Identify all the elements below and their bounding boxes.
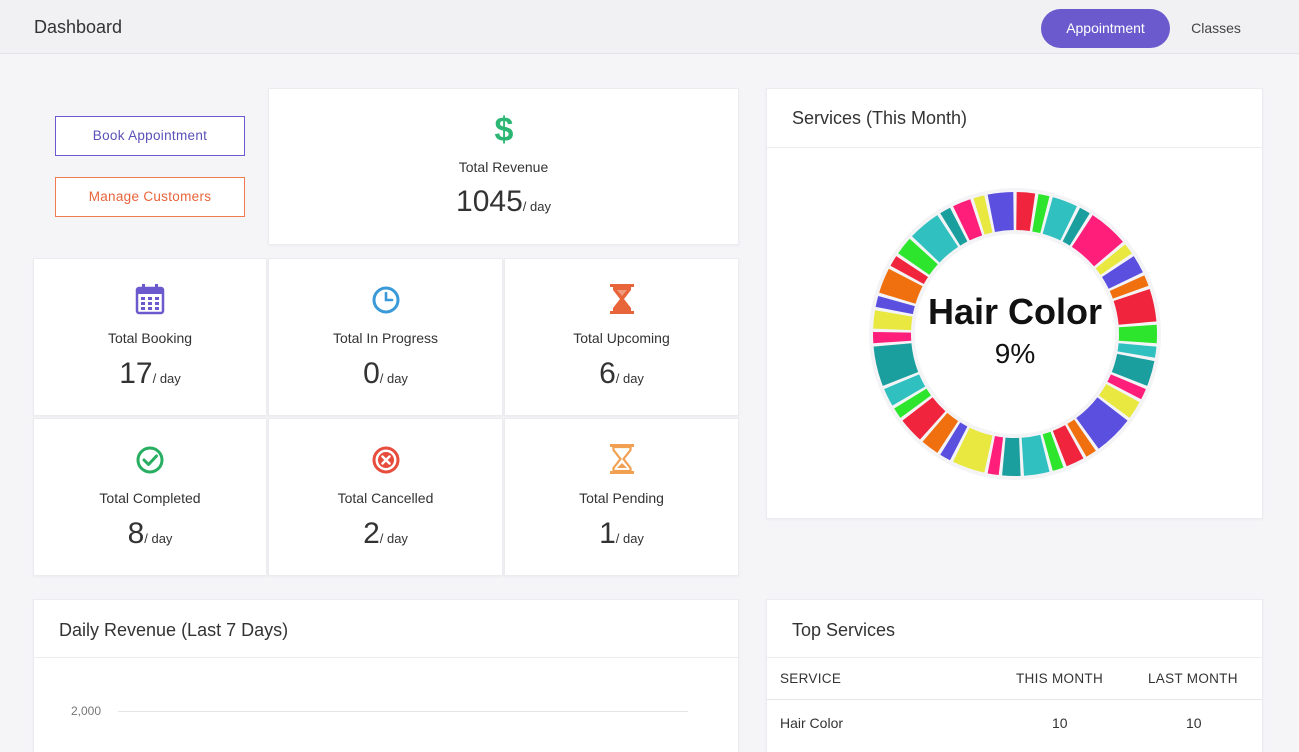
donut-segment[interactable] <box>1113 288 1157 325</box>
hourglass-icon <box>606 283 638 315</box>
total-cancelled-card: Total Cancelled 2/ day <box>268 418 503 576</box>
donut-segment[interactable] <box>1095 244 1132 275</box>
column-header-service[interactable]: SERVICE <box>780 671 842 686</box>
donut-segment[interactable] <box>1071 215 1123 267</box>
donut-segment[interactable] <box>1111 353 1155 386</box>
donut-segment[interactable] <box>1042 431 1064 471</box>
donut-segment[interactable] <box>902 397 946 440</box>
donut-segment[interactable] <box>1042 197 1077 241</box>
stat-value: 0/ day <box>363 357 408 390</box>
tab-classes[interactable]: Classes <box>1191 20 1241 36</box>
stat-label: Total Cancelled <box>337 490 434 506</box>
donut-segment[interactable] <box>879 268 923 304</box>
clock-icon <box>370 284 402 316</box>
top-bar: Dashboard Appointment Classes <box>0 0 1299 54</box>
top-services-card: Top Services SERVICE THIS MONTH LAST MON… <box>766 599 1263 752</box>
check-circle-icon <box>134 444 166 476</box>
daily-revenue-card: Daily Revenue (Last 7 Days) 2,000 <box>33 599 739 752</box>
calendar-icon <box>134 283 166 315</box>
divider <box>767 699 1262 700</box>
top-services-title: Top Services <box>792 620 896 640</box>
daily-revenue-title: Daily Revenue (Last 7 Days) <box>59 620 289 640</box>
y-axis-tick: 2,000 <box>71 704 102 718</box>
donut-segment[interactable] <box>873 310 913 331</box>
donut-segment[interactable] <box>973 195 993 235</box>
stat-value: 2/ day <box>363 517 408 550</box>
donut-segment[interactable] <box>1062 207 1090 246</box>
donut-segment[interactable] <box>1098 383 1140 418</box>
card-header: Daily Revenue (Last 7 Days) <box>34 600 738 658</box>
donut-segment[interactable] <box>1032 193 1050 234</box>
donut-segment[interactable] <box>987 192 1014 232</box>
donut-segment[interactable] <box>911 215 959 263</box>
total-completed-card: Total Completed 8/ day <box>33 418 267 576</box>
manage-customers-button[interactable]: Manage Customers <box>55 177 245 217</box>
donut-segment[interactable] <box>1067 419 1096 457</box>
stat-label: Total Upcoming <box>573 330 670 346</box>
donut-segment[interactable] <box>987 436 1004 476</box>
stat-label: Total Booking <box>107 330 193 346</box>
donut-segment[interactable] <box>1107 374 1146 400</box>
stat-value: 1/ day <box>599 517 644 550</box>
total-booking-card: Total Booking 17/ day <box>33 258 267 416</box>
donut-segment[interactable] <box>953 199 983 241</box>
donut-segment[interactable] <box>1101 256 1143 289</box>
column-header-last-month[interactable]: LAST MONTH <box>1148 671 1238 686</box>
donut-segment[interactable] <box>1109 275 1149 299</box>
total-in-progress-card: Total In Progress 0/ day <box>268 258 503 416</box>
total-upcoming-card: Total Upcoming 6/ day <box>504 258 739 416</box>
donut-segment[interactable] <box>1002 437 1021 477</box>
stat-value: 8/ day <box>127 517 173 550</box>
donut-segment[interactable] <box>1021 434 1050 476</box>
last-month-cell: 10 <box>1186 715 1202 731</box>
stat-label: Total Pending <box>579 490 664 506</box>
stat-value: 6/ day <box>599 357 644 390</box>
total-pending-card: Total Pending 1/ day <box>504 418 739 576</box>
stat-label: Total Completed <box>99 490 201 506</box>
tab-appointment[interactable]: Appointment <box>1041 9 1170 48</box>
donut-segment[interactable] <box>940 422 968 461</box>
total-revenue-value: 1045/ day <box>456 185 551 218</box>
donut-segment[interactable] <box>873 343 919 386</box>
donut-segment[interactable] <box>1052 425 1084 467</box>
donut-segment[interactable] <box>898 238 938 275</box>
card-header: Top Services <box>767 600 1262 658</box>
svg-text:$: $ <box>494 112 513 146</box>
hourglass-outline-icon <box>606 443 638 475</box>
page-title: Dashboard <box>34 17 123 37</box>
donut-segment[interactable] <box>894 388 932 418</box>
card-header: Services (This Month) <box>767 89 1262 148</box>
this-month-cell: 10 <box>1052 715 1068 731</box>
dollar-icon: $ <box>488 112 520 146</box>
service-name-cell: Hair Color <box>780 715 844 731</box>
donut-segment[interactable] <box>953 427 993 473</box>
stat-label: Total In Progress <box>332 330 439 346</box>
donut-segment[interactable] <box>922 412 959 453</box>
donut-center-label: Hair Color <box>928 291 1102 332</box>
book-appointment-button[interactable]: Book Appointment <box>55 116 245 156</box>
gridline <box>118 711 688 712</box>
donut-segment[interactable] <box>875 295 915 315</box>
donut-segment[interactable] <box>1117 343 1157 358</box>
donut-segment[interactable] <box>884 374 926 406</box>
services-chart-card: Services (This Month) Hair Color 9% <box>766 88 1263 519</box>
donut-segment[interactable] <box>1118 324 1157 344</box>
services-chart-title: Services (This Month) <box>792 108 968 128</box>
total-revenue-card: $ Total Revenue 1045/ day <box>268 88 739 245</box>
services-donut-chart[interactable]: Hair Color 9% <box>767 148 1264 519</box>
donut-segment[interactable] <box>890 256 929 285</box>
total-revenue-label: Total Revenue <box>458 159 549 175</box>
donut-segment[interactable] <box>873 332 912 344</box>
column-header-this-month[interactable]: THIS MONTH <box>1016 671 1103 686</box>
x-circle-icon <box>370 444 402 476</box>
donut-segment[interactable] <box>1016 192 1036 232</box>
donut-segment[interactable] <box>1076 397 1128 449</box>
stat-value: 17/ day <box>119 357 181 390</box>
donut-segment[interactable] <box>940 207 968 246</box>
donut-center-value: 9% <box>995 338 1035 369</box>
